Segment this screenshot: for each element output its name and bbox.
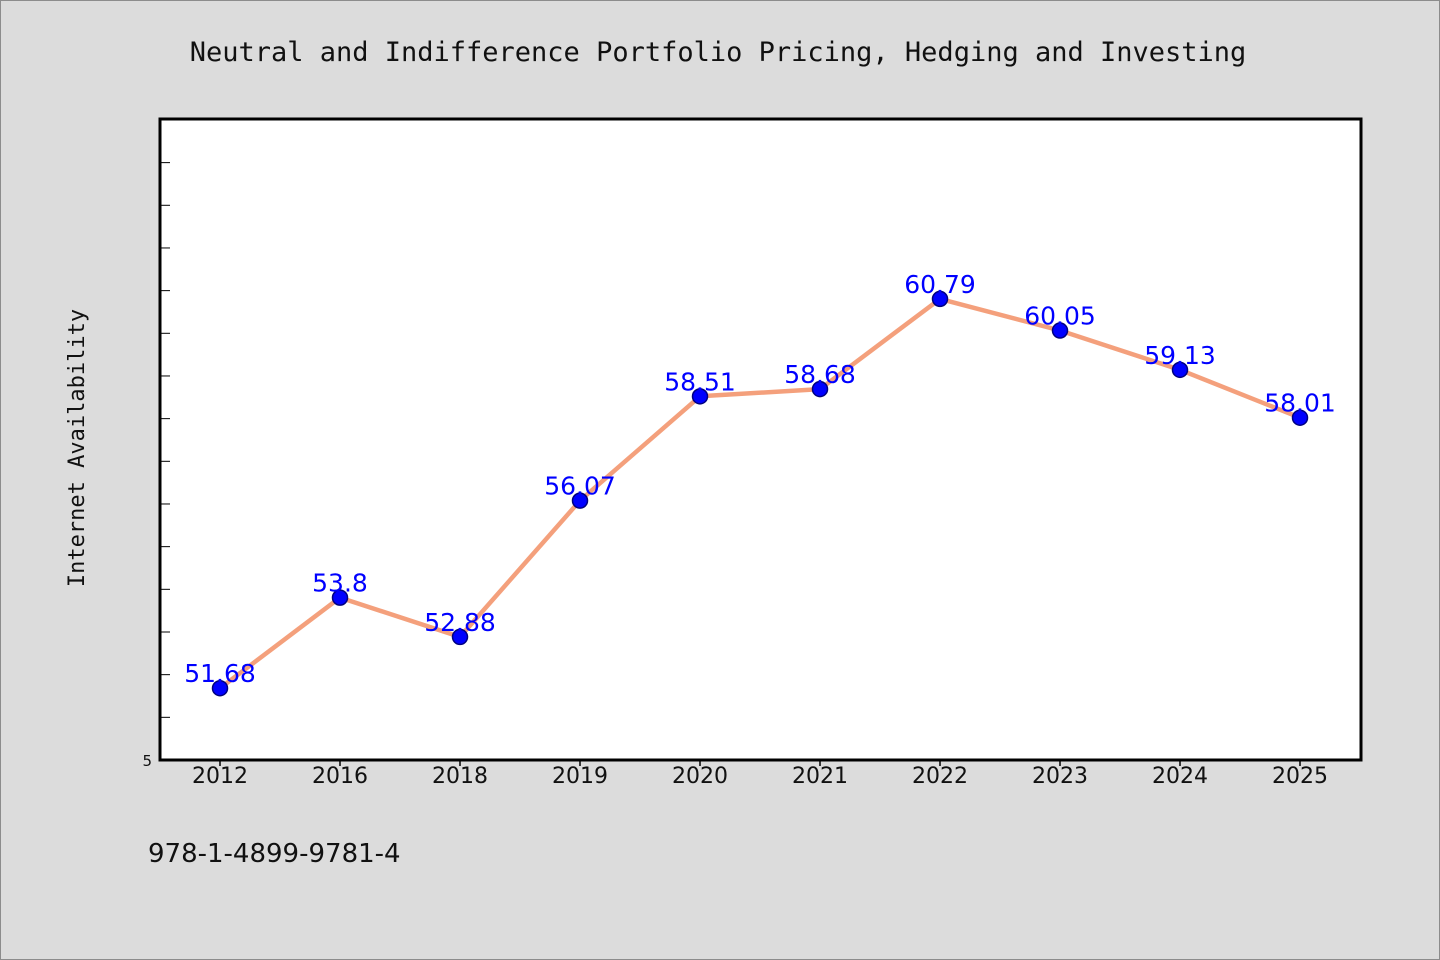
data-point-marker <box>571 492 589 509</box>
data-label: 53.8 <box>312 569 368 598</box>
y-axis-ticks <box>160 162 170 718</box>
data-point-marker <box>1291 409 1309 426</box>
y-tick-label: 5 <box>142 752 152 770</box>
data-labels: 51.68 53.8 52.88 56.07 58.51 58.68 60.79 60.05 5… <box>184 270 1336 688</box>
data-point-marker <box>1051 322 1069 339</box>
isbn-text: 978-1-4899-9781-4 <box>148 839 401 869</box>
plot-area <box>158 117 1363 762</box>
x-tick-label: 2020 <box>672 764 728 789</box>
x-axis-tick-labels: 2012 2016 2018 2019 2020 2021 2022 2023 2024 2025 <box>192 764 1328 789</box>
data-label: 60.05 <box>1024 302 1096 331</box>
data-point-marker <box>691 388 709 405</box>
data-label: 51.68 <box>184 659 256 688</box>
data-label: 58.51 <box>664 367 736 396</box>
x-tick-label: 2022 <box>912 764 968 789</box>
data-label: 58.01 <box>1264 389 1336 418</box>
x-tick-label: 2016 <box>312 764 368 789</box>
chart-title: Neutral and Indifference Portfolio Prici… <box>190 37 1247 68</box>
data-label: 52.88 <box>424 608 496 637</box>
data-point-marker <box>451 628 469 646</box>
data-point-marker <box>331 589 349 606</box>
data-point-marker <box>931 290 949 308</box>
x-tick-label: 2024 <box>1152 764 1208 789</box>
data-point-marker <box>211 679 229 697</box>
data-markers <box>211 290 1309 697</box>
x-tick-label: 2025 <box>1272 764 1328 789</box>
y-axis-label: Internet Availability <box>65 309 90 587</box>
x-tick-label: 2018 <box>432 764 488 789</box>
data-label: 58.68 <box>784 360 856 389</box>
series-line <box>217 296 1303 691</box>
x-tick-label: 2021 <box>792 764 848 789</box>
data-label: 59.13 <box>1144 341 1216 370</box>
data-point-marker <box>1171 361 1189 379</box>
x-tick-label: 2012 <box>192 764 248 789</box>
data-label: 60.79 <box>904 270 976 299</box>
x-tick-label: 2023 <box>1032 764 1088 789</box>
data-label: 56.07 <box>544 472 616 501</box>
x-tick-label: 2019 <box>552 764 608 789</box>
data-point-marker <box>811 380 829 398</box>
x-axis-ticks <box>219 760 1301 766</box>
